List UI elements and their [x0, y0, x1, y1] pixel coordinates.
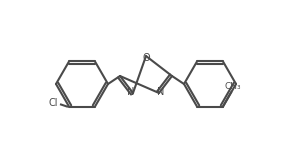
Text: N: N [127, 87, 135, 97]
Text: Cl: Cl [48, 98, 58, 108]
Text: CH₃: CH₃ [225, 82, 241, 91]
Text: N: N [157, 87, 165, 97]
Text: O: O [142, 53, 150, 63]
